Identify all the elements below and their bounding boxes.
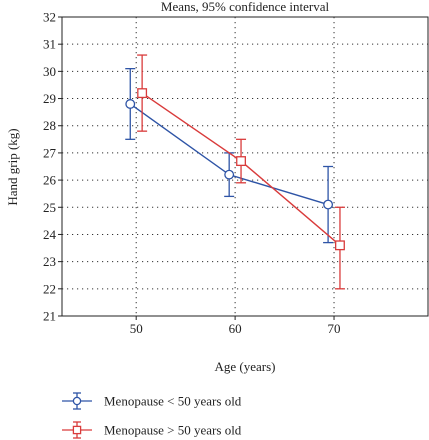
series-marks: [125, 54, 345, 290]
y-tick-label: 24: [43, 227, 57, 242]
y-tick-label: 32: [43, 10, 56, 25]
grid: [62, 17, 428, 316]
legend-entry: Menopause < 50 years old: [62, 392, 242, 410]
y-tick-label: 23: [43, 254, 56, 269]
y-tick-label: 29: [43, 91, 56, 106]
y-tick-label: 28: [43, 118, 56, 133]
legend-marker: [72, 396, 82, 406]
y-tick-label: 22: [43, 281, 56, 296]
y-tick-label: 25: [43, 200, 56, 215]
y-tick-label: 26: [43, 173, 57, 188]
chart-title: Means, 95% confidence interval: [161, 0, 330, 14]
data-point: [335, 240, 345, 251]
legend-label: Menopause > 50 years old: [104, 423, 242, 438]
data-point: [323, 199, 334, 210]
series-2: [137, 54, 345, 290]
axes: [58, 16, 429, 320]
plot-frame: [61, 16, 429, 317]
legend-entry: Menopause > 50 years old: [62, 421, 242, 439]
legend-label: Menopause < 50 years old: [104, 394, 242, 409]
y-axis-label: Hand grip (kg): [5, 128, 20, 205]
x-tick-label: 60: [229, 321, 242, 336]
data-point: [137, 88, 148, 99]
x-tick-label: 70: [328, 321, 341, 336]
data-point: [236, 156, 246, 167]
y-tick-label: 27: [43, 145, 57, 160]
legend-marker: [72, 425, 82, 435]
x-axis-label: Age (years): [215, 359, 276, 374]
tick-labels: 21 22 23 24 25 26 27 28 29 30 31 32 50 60 70: [43, 10, 341, 337]
legend: Menopause < 50 years old Menopause > 50 y…: [62, 392, 242, 439]
data-point: [125, 99, 136, 109]
x-tick-label: 50: [130, 321, 143, 336]
data-point: [224, 169, 235, 180]
y-tick-label: 21: [43, 309, 56, 324]
y-tick-label: 30: [43, 64, 56, 79]
series-1: [125, 67, 334, 244]
y-tick-label: 31: [43, 37, 56, 52]
